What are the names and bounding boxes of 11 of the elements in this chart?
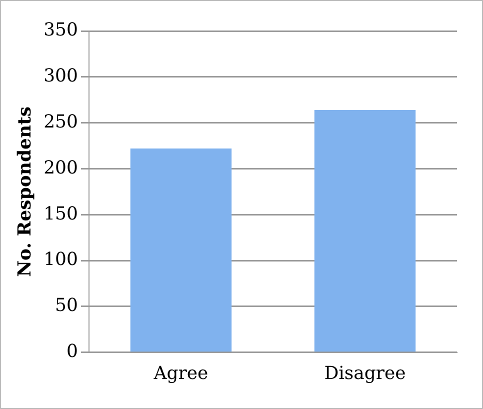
y-tick-label: 200: [44, 157, 78, 178]
y-axis-title: No. Respondents: [14, 106, 36, 277]
x-tick-label: Agree: [152, 362, 208, 384]
y-tick-label: 50: [55, 295, 78, 316]
y-tick-label: 350: [44, 20, 78, 41]
x-tick-label: Disagree: [324, 362, 406, 384]
y-tick-label: 0: [66, 341, 78, 362]
y-tick-label: 100: [44, 249, 78, 270]
y-tick-label: 300: [44, 66, 78, 87]
y-tick-label: 150: [44, 203, 78, 224]
y-tick-label: 250: [44, 112, 78, 132]
